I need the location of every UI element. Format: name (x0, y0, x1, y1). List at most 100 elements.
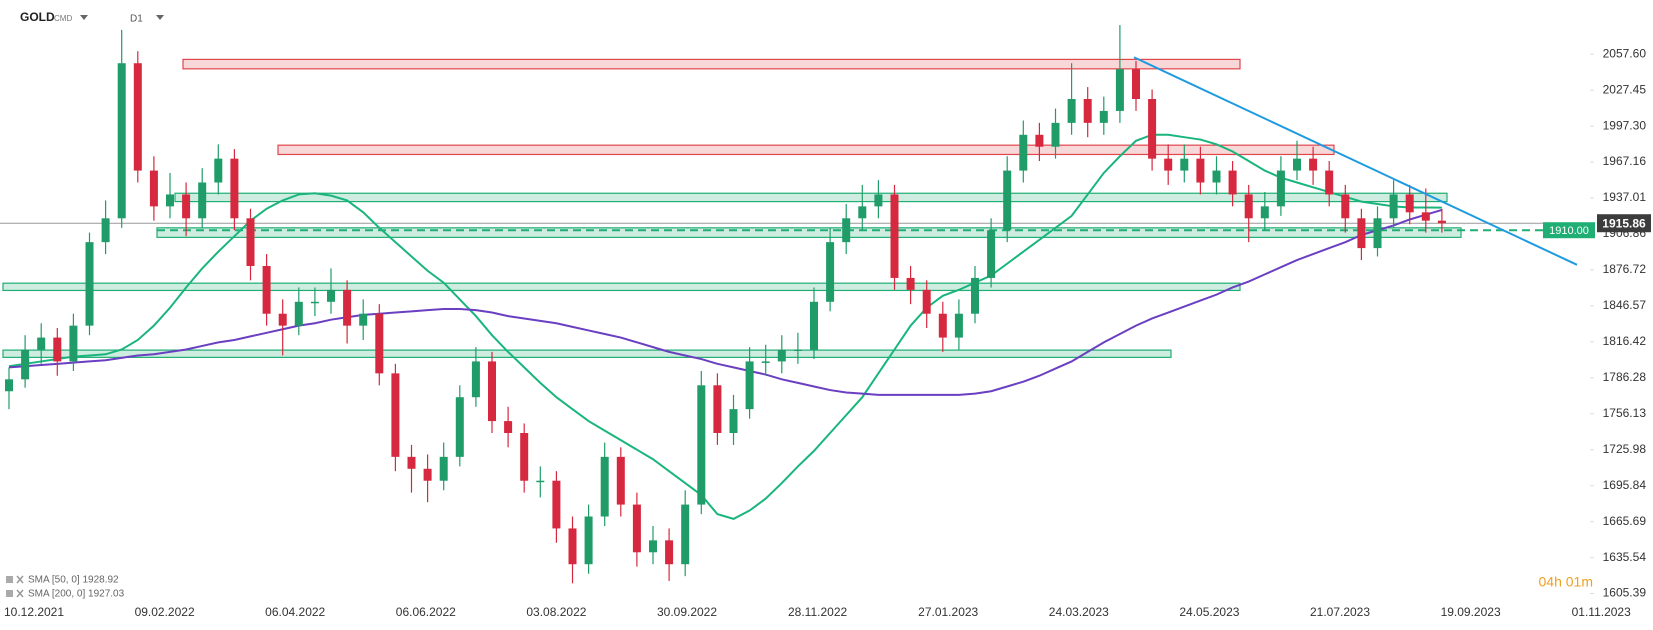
candle-body (391, 373, 400, 457)
candle-body (842, 218, 851, 243)
legend-icon[interactable] (6, 590, 13, 597)
sma-line (8, 208, 1443, 396)
candle-body (439, 456, 448, 481)
x-tick-label: 24.03.2023 (1049, 605, 1109, 619)
zone (174, 192, 1448, 203)
zone (2, 282, 1241, 292)
candle-body (214, 158, 223, 183)
candle-body (874, 194, 883, 207)
candle-body (101, 218, 110, 243)
candle-body (987, 230, 996, 278)
symbol[interactable]: GOLD (20, 10, 55, 24)
candle-body (1115, 69, 1124, 111)
y-tick-label: 2057.60 (1603, 46, 1647, 60)
candle-body (117, 63, 126, 219)
legend-entry: SMA [200, 0] 1927.03 (28, 589, 125, 600)
candle-body (198, 182, 207, 219)
candle-body (230, 158, 239, 219)
candle-body (922, 289, 931, 314)
candle-body (1373, 218, 1382, 249)
y-tick-label: 1756.13 (1603, 406, 1647, 420)
candle-body (906, 277, 915, 290)
candle-body (246, 218, 255, 267)
candle-body (793, 349, 802, 352)
candle-body (53, 337, 62, 362)
candle-body (343, 289, 352, 326)
candle-body (85, 242, 94, 326)
candle-body (1099, 110, 1108, 123)
candle-body (1276, 170, 1285, 207)
candle-body (536, 480, 545, 483)
candle-body (1180, 158, 1189, 171)
y-tick-label: 1876.72 (1603, 262, 1647, 276)
candle-body (455, 397, 464, 457)
candle-body (520, 433, 529, 481)
y-tick-label: 1635.54 (1603, 550, 1647, 564)
candle-body (1051, 122, 1060, 147)
legend-icon[interactable] (6, 576, 13, 583)
candle-body (21, 349, 30, 380)
candle-body (552, 480, 561, 529)
y-tick-label: 1725.98 (1603, 442, 1647, 456)
candle-body (1405, 194, 1414, 213)
y-tick-label: 1816.42 (1603, 334, 1647, 348)
x-tick-label: 28.11.2022 (788, 605, 847, 619)
candle-body (294, 301, 303, 326)
timeframe-dropdown[interactable] (156, 15, 164, 20)
candle-body (745, 361, 754, 410)
candle-body (1196, 158, 1205, 183)
legend-close[interactable] (16, 575, 24, 584)
y-tick-label: 1937.01 (1603, 190, 1647, 204)
candle-body (777, 349, 786, 362)
x-tick-label: 03.08.2022 (526, 605, 586, 619)
x-tick-label: 19.09.2023 (1441, 605, 1501, 619)
candle-body (133, 63, 142, 171)
timeframe[interactable]: D1 (130, 14, 143, 25)
candle-body (1260, 206, 1269, 219)
candle-body (310, 301, 319, 304)
candle-body (1341, 194, 1350, 219)
candle-body (665, 540, 674, 565)
timer: 04h 01m (1539, 574, 1593, 590)
x-tick-label: 06.06.2022 (396, 605, 456, 619)
trendline (1133, 56, 1578, 266)
candle-body (938, 313, 947, 338)
candle-body (1067, 99, 1076, 123)
candle-body (1132, 69, 1140, 100)
last-price-badge (1597, 214, 1651, 233)
candle-body (149, 170, 158, 207)
candle-body (471, 361, 480, 398)
zone (182, 58, 1241, 70)
candle-body (632, 504, 641, 553)
candle-body (1244, 194, 1253, 219)
candle-body (166, 194, 174, 207)
x-tick-label: 06.04.2022 (265, 605, 325, 619)
candle-body (1164, 158, 1173, 171)
y-tick-label: 1665.69 (1603, 514, 1647, 528)
candle-body (1035, 134, 1044, 147)
legend-close[interactable] (16, 589, 24, 598)
x-tick-label: 30.09.2022 (657, 605, 717, 619)
y-tick-label: 1846.57 (1603, 298, 1647, 312)
y-tick-label: 2027.45 (1603, 82, 1647, 96)
symbol-tag: CMD (54, 14, 72, 23)
candle-body (954, 313, 963, 338)
y-tick-label: 1786.28 (1603, 370, 1647, 384)
candle-body (858, 206, 867, 219)
candle-body (1389, 194, 1398, 219)
y-tick-label: 1967.16 (1603, 154, 1647, 168)
candle-body (616, 456, 625, 505)
candle-body (69, 325, 78, 362)
last-price-label: 1915.86 (1602, 216, 1646, 230)
candle-body (681, 504, 690, 565)
candle-body (504, 421, 513, 434)
symbol-dropdown[interactable] (80, 15, 88, 20)
candle-body (359, 313, 368, 326)
candle-body (729, 409, 738, 434)
zone (277, 144, 1335, 156)
candle-body (713, 385, 722, 434)
level-badge (1543, 222, 1595, 239)
candle-body (1019, 134, 1028, 171)
